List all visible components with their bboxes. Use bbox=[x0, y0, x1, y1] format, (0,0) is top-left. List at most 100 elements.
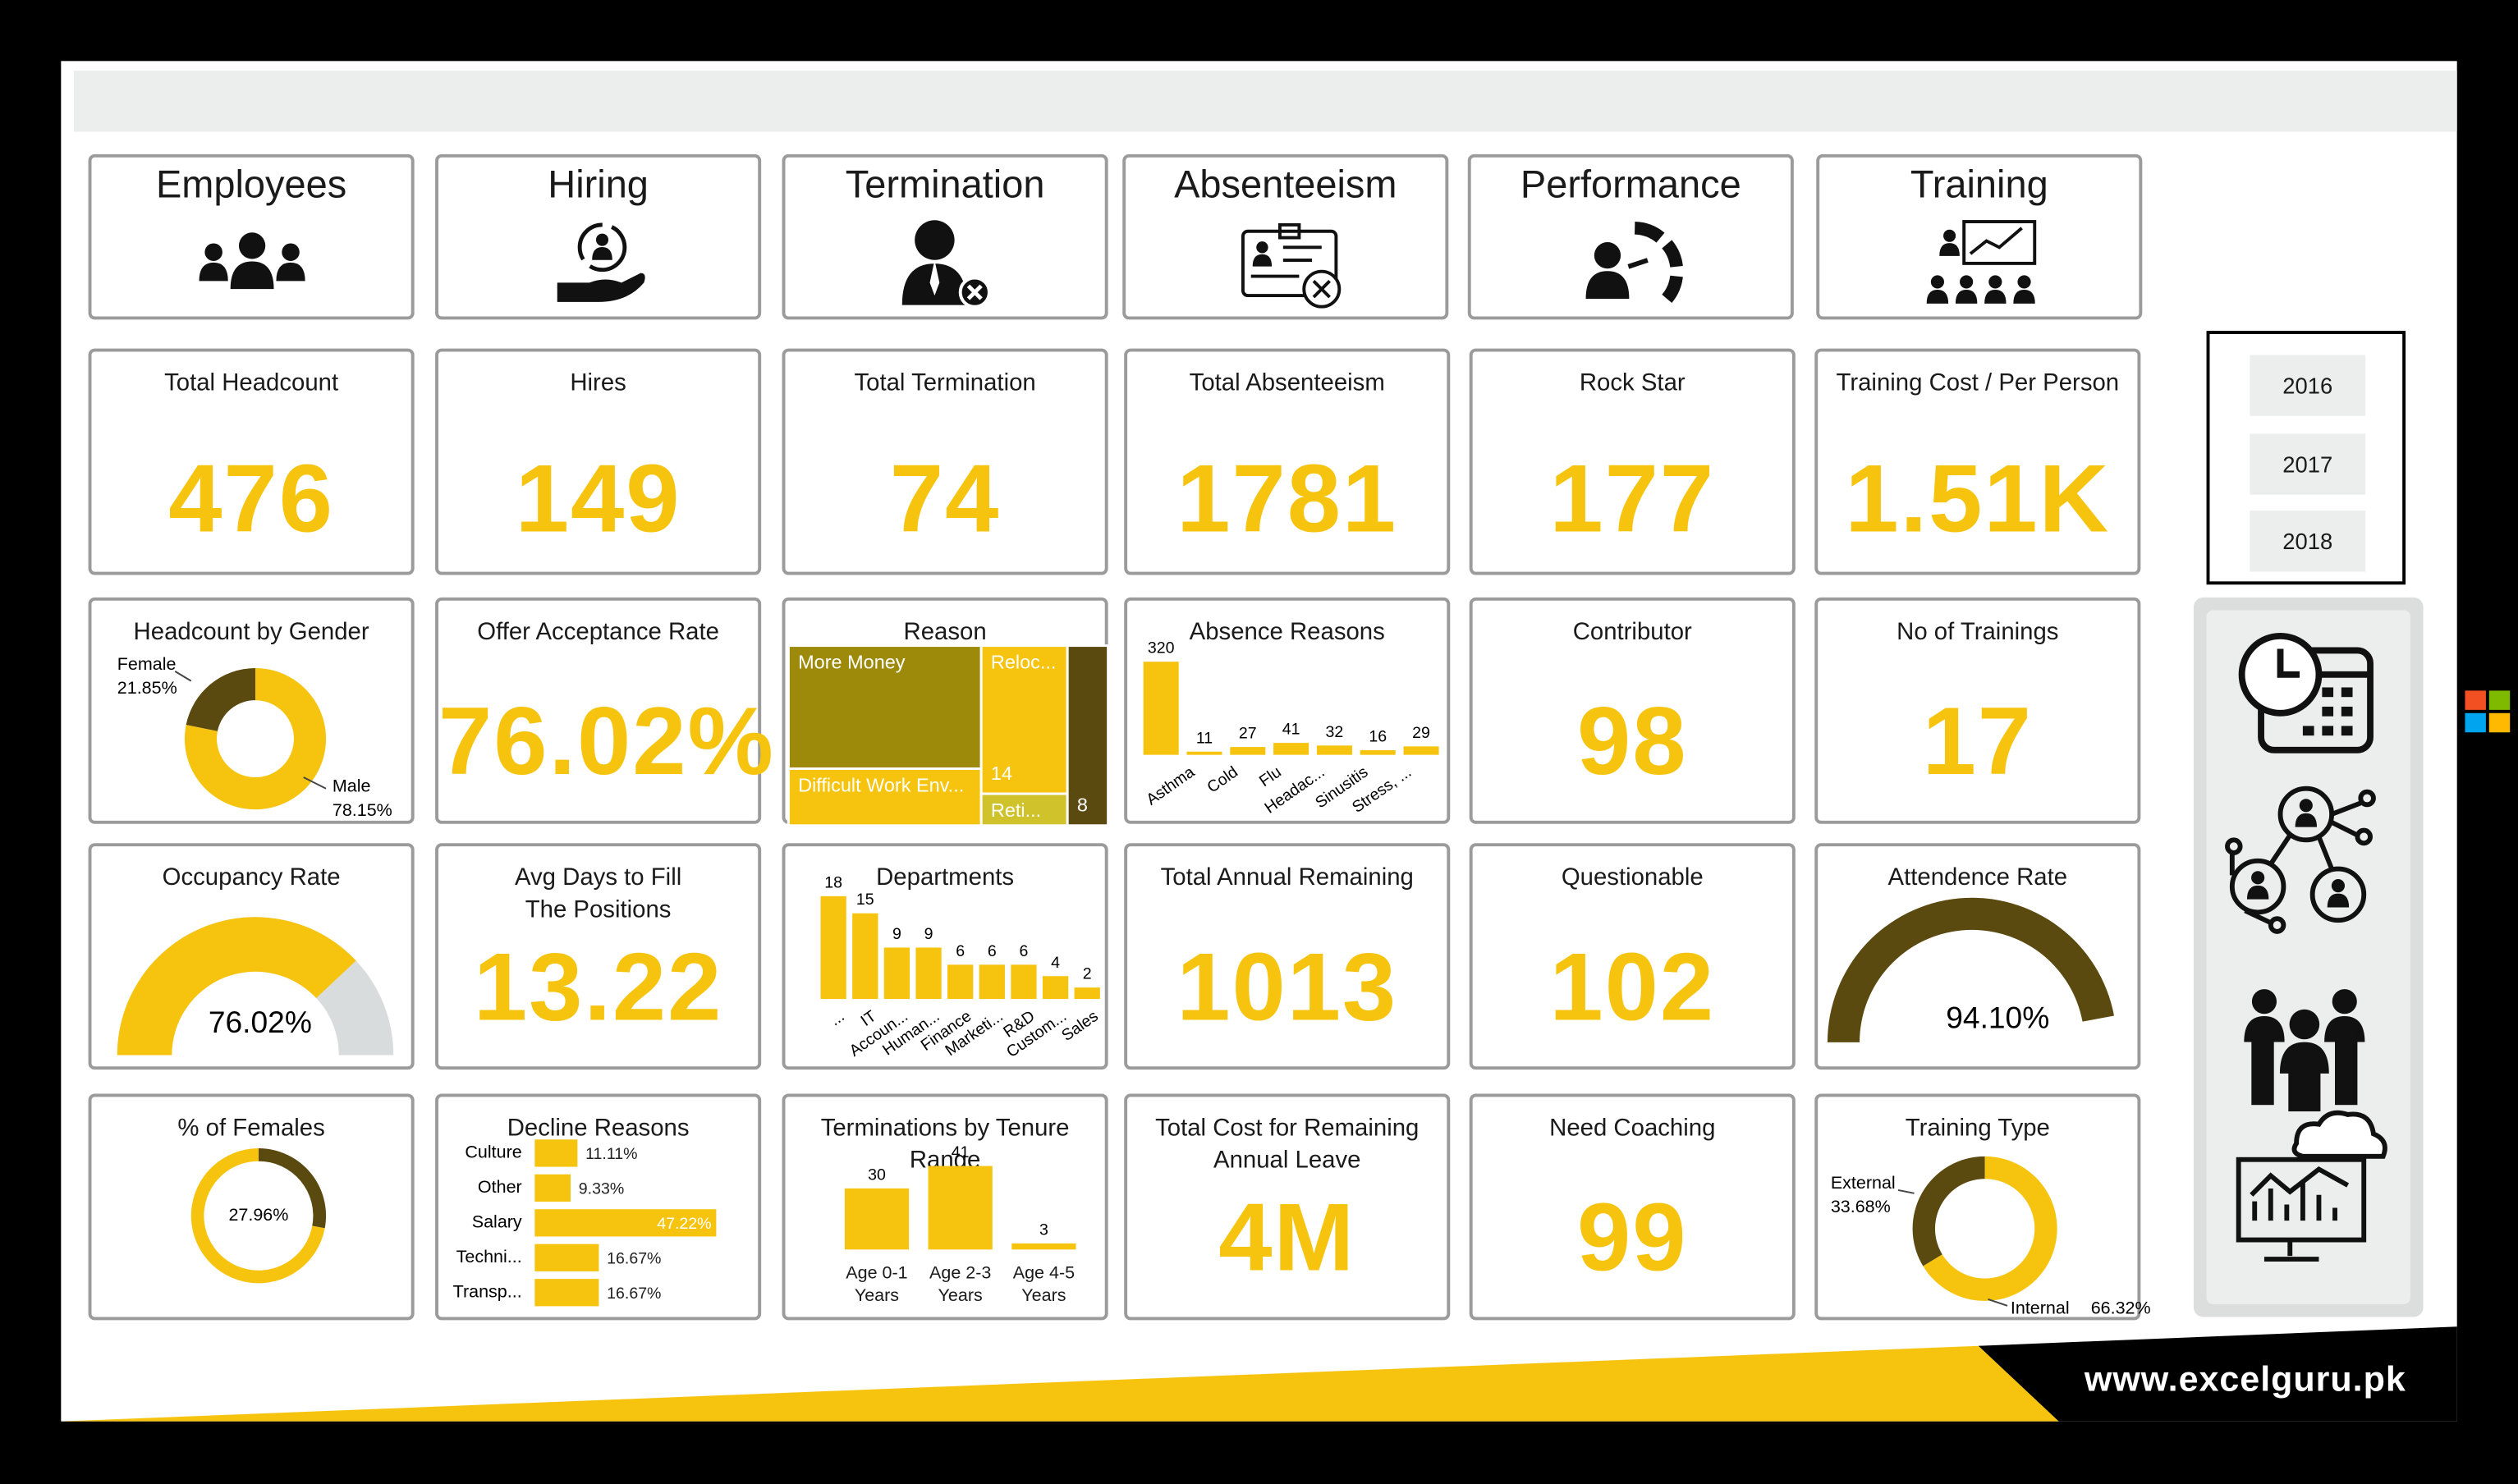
performance-icon-part bbox=[1634, 222, 1683, 303]
year-button[interactable]: 2017 bbox=[2250, 433, 2366, 495]
gauge-label: 94.10% bbox=[1946, 1000, 2049, 1034]
value-label: 6 bbox=[988, 942, 997, 960]
leader-line bbox=[174, 671, 192, 682]
value-label: 30 bbox=[868, 1166, 886, 1184]
tab[interactable]: Absenteeism bbox=[1122, 153, 1449, 320]
bar bbox=[534, 1174, 571, 1202]
calendar-icon bbox=[2238, 632, 2374, 753]
kpi-value: 74 bbox=[889, 445, 1001, 553]
kpi-value: 102 bbox=[1549, 932, 1716, 1041]
bar bbox=[844, 1188, 910, 1250]
card-title: Total Absenteeism bbox=[1189, 369, 1385, 397]
calendar-icon-part bbox=[2302, 687, 2353, 736]
training-icon bbox=[1926, 220, 2037, 304]
year-button[interactable]: 2018 bbox=[2250, 511, 2366, 572]
value-label: 21.85% bbox=[117, 678, 177, 698]
kpi-value: 98 bbox=[1577, 687, 1688, 795]
card: Need Coaching 99 bbox=[1469, 1093, 1796, 1321]
kpi-value: 13.22 bbox=[473, 932, 723, 1041]
value-label: 78.15% bbox=[333, 800, 392, 820]
bar bbox=[820, 895, 846, 1000]
absenteeism-icon-part bbox=[1241, 229, 1338, 297]
category-label: Age 2-3 Years bbox=[929, 1263, 992, 1306]
team-icon bbox=[2244, 989, 2365, 1112]
card: Absence Reasons 320 Asthma 11 Cold 27 Flu 41 Hea… bbox=[1124, 597, 1451, 824]
card-title: Occupancy Rate bbox=[162, 863, 341, 891]
year-button[interactable]: 2016 bbox=[2250, 355, 2366, 416]
bar bbox=[852, 913, 878, 1000]
value-label: 14 bbox=[991, 763, 1012, 784]
tab-title: Employees bbox=[155, 163, 347, 208]
employees-icon bbox=[199, 232, 305, 290]
absenteeism-icon bbox=[1241, 222, 1342, 309]
network-icon-part bbox=[2355, 827, 2373, 846]
performance-icon-part-part bbox=[1662, 275, 1683, 303]
value-label: 16 bbox=[1369, 727, 1387, 745]
bar bbox=[1011, 1243, 1076, 1250]
category-label: Age 4-5 Years bbox=[1012, 1263, 1076, 1306]
performance-icon-part-part bbox=[1634, 222, 1665, 243]
donut-segment bbox=[184, 667, 327, 810]
card: Total Cost for Remaining Annual Leave 4M bbox=[1124, 1093, 1451, 1321]
bar bbox=[534, 1209, 717, 1237]
bar bbox=[1316, 745, 1352, 755]
card-title: No of Trainings bbox=[1897, 618, 2059, 646]
tab-title: Performance bbox=[1520, 163, 1741, 208]
card: % of Females 27.96% bbox=[88, 1093, 415, 1321]
value-label: 2 bbox=[1083, 965, 1092, 983]
tab[interactable]: Performance bbox=[1467, 153, 1794, 320]
value-label: 47.22% bbox=[657, 1215, 711, 1233]
chart: More Money Difficult Work Env... Reloc... 1… bbox=[787, 644, 1110, 827]
value-label: 41 bbox=[1282, 721, 1300, 739]
card-title: Reason bbox=[903, 618, 987, 646]
value-label: 41 bbox=[952, 1143, 970, 1161]
footer-band bbox=[1978, 1326, 2457, 1422]
value-label: 29 bbox=[1412, 724, 1430, 742]
treemap-cell bbox=[1066, 644, 1110, 827]
calendar-icon-part bbox=[2277, 648, 2300, 678]
donut-segment bbox=[258, 1148, 327, 1229]
team-icon-part bbox=[2251, 1028, 2274, 1106]
training-icon-part-part bbox=[1926, 275, 1949, 304]
value-label: 27 bbox=[1239, 725, 1257, 743]
calendar-icon-part-part bbox=[2341, 726, 2353, 736]
network-icon-part bbox=[2268, 916, 2286, 934]
team-icon-part bbox=[2335, 1028, 2358, 1106]
card-title: Total Termination bbox=[854, 369, 1036, 397]
chart: 30 41 3 bbox=[844, 1143, 1076, 1250]
value-label: 6 bbox=[1020, 942, 1029, 960]
bar bbox=[534, 1244, 599, 1271]
value-label: 15 bbox=[856, 891, 874, 909]
card-title: Total Cost for Remaining Annual Leave bbox=[1155, 1114, 1420, 1175]
windows-logo-part bbox=[2488, 712, 2511, 733]
network-icon bbox=[2225, 786, 2376, 934]
tab[interactable]: Termination bbox=[782, 153, 1108, 320]
card: Rock Star 177 bbox=[1469, 348, 1796, 575]
card: Departments 18... 15 IT 9 Accoun... 9 Human... 6… bbox=[782, 843, 1108, 1070]
tab[interactable]: Hiring bbox=[435, 153, 762, 320]
performance-icon bbox=[1585, 222, 1683, 303]
category-label: Age 0-1 Years bbox=[846, 1263, 908, 1306]
calendar-icon-part-part bbox=[2322, 687, 2334, 698]
gauge-label: 76.02% bbox=[209, 1005, 312, 1039]
card-title: Hires bbox=[570, 369, 626, 397]
bar bbox=[1186, 751, 1222, 755]
tab-title: Hiring bbox=[548, 163, 649, 208]
tab[interactable]: Employees bbox=[88, 153, 415, 320]
chart: Female 21.85% Male 78.15% bbox=[117, 654, 392, 820]
value-label: 66.32% bbox=[2091, 1298, 2151, 1317]
tab[interactable]: Training bbox=[1816, 153, 2143, 320]
value-label: 33.68% bbox=[1831, 1197, 1891, 1216]
legend-label: Internal bbox=[2011, 1298, 2070, 1317]
tab-title: Termination bbox=[845, 163, 1045, 208]
kpi-value: 76.02% bbox=[438, 687, 775, 795]
monitor-icon-part bbox=[2250, 1166, 2350, 1197]
value-label: 11.11% bbox=[585, 1145, 637, 1163]
card: Decline Reasons Culture 11.11% Other 9.33% Sa… bbox=[435, 1093, 762, 1321]
training-icon-part-part bbox=[1955, 275, 1978, 304]
card-title: Offer Acceptance Rate bbox=[477, 618, 719, 646]
team-icon-part bbox=[2288, 1047, 2321, 1112]
performance-icon-part-part bbox=[1662, 240, 1683, 268]
